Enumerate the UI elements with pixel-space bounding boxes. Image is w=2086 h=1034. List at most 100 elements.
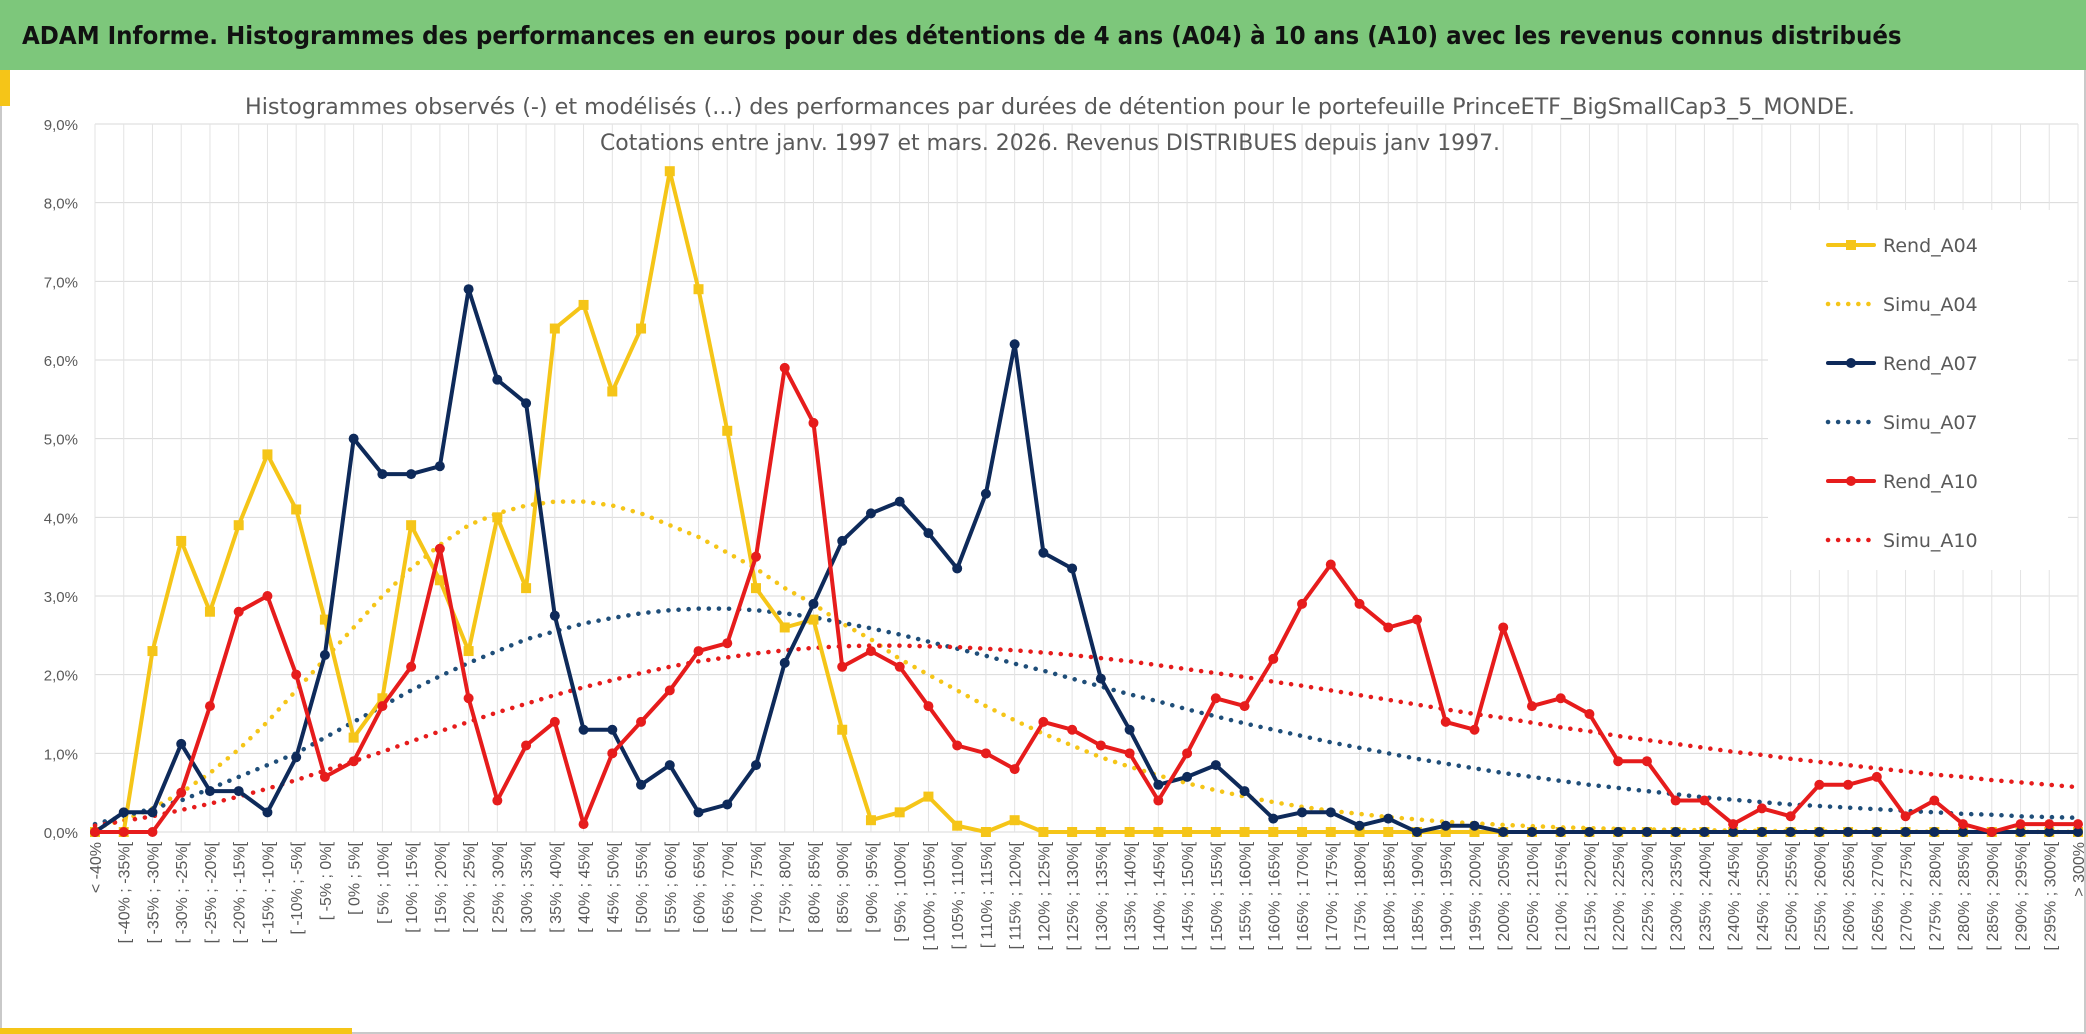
marker-Rend_A07: [262, 807, 273, 818]
marker-Rend_A10: [1469, 724, 1480, 735]
marker-Rend_A04: [291, 504, 302, 515]
series-Simu_A10: [92, 643, 2081, 828]
marker-Rend_A07: [865, 508, 876, 519]
marker-Rend_A07: [1641, 827, 1652, 837]
marker-Rend_A07: [607, 724, 618, 735]
x-tick-label: [ 85% ; 90%[: [835, 841, 852, 932]
marker-Rend_A10: [1412, 614, 1422, 625]
x-tick-label: [ 35% ; 40%[: [548, 841, 565, 932]
marker-Rend_A07: [1728, 827, 1739, 837]
x-tick-label: [ -40% ; -35%[: [117, 841, 134, 943]
marker-Rend_A07: [348, 433, 359, 444]
chart-title-line2: Cotations entre janv. 1997 et mars. 2026…: [600, 131, 1500, 156]
marker-Rend_A10: [492, 795, 503, 806]
legend-label: Rend_A07: [1883, 353, 1978, 375]
marker-Rend_A04: [1325, 827, 1336, 837]
x-tick-label: [ 175% ; 180%[: [1353, 841, 1370, 950]
marker-Rend_A07: [291, 752, 302, 763]
marker-Rend_A10: [1383, 622, 1394, 633]
y-tick-label: 0,0%: [44, 825, 78, 842]
marker-Rend_A04: [1095, 827, 1106, 837]
x-tick-label: [ 65% ; 70%[: [720, 841, 737, 932]
marker-Rend_A04: [1268, 827, 1279, 837]
marker-Rend_A07: [204, 786, 215, 797]
marker-Rend_A07: [1814, 827, 1825, 837]
marker-Rend_A04: [865, 815, 876, 826]
legend-marker: [1846, 358, 1856, 368]
marker-Rend_A04: [549, 323, 560, 334]
x-tick-label: [ -5% ; 0%[: [318, 841, 335, 920]
line-Simu_A07: [92, 606, 2081, 827]
marker-Rend_A04: [693, 284, 704, 295]
x-tick-label: [ 215% ; 220%[: [1582, 841, 1599, 950]
marker-Rend_A10: [1871, 771, 1882, 782]
marker-Rend_A07: [837, 535, 848, 546]
marker-Rend_A10: [291, 669, 302, 680]
series-Rend_A07: [90, 284, 2083, 837]
x-tick-label: [ 110% ; 115%[: [979, 841, 996, 948]
y-tick-label: 8,0%: [44, 196, 78, 213]
line-Simu_A10: [92, 643, 2081, 828]
marker-Rend_A07: [1268, 813, 1279, 824]
x-tick-label: [ 120% ; 125%[: [1036, 841, 1053, 950]
y-tick-label: 6,0%: [44, 353, 78, 370]
x-tick-label: [ 15% ; 20%[: [433, 841, 450, 932]
marker-Rend_A10: [1843, 779, 1854, 790]
marker-Rend_A07: [1699, 827, 1710, 837]
marker-Rend_A04: [319, 614, 330, 625]
marker-Rend_A10: [636, 716, 647, 727]
marker-Rend_A04: [837, 724, 848, 735]
marker-Rend_A07: [1469, 820, 1480, 831]
legend-item-Simu_A07: Simu_A07: [1825, 412, 1978, 434]
marker-Rend_A10: [1038, 716, 1049, 727]
line-Rend_A10: [93, 365, 2080, 834]
marker-Rend_A04: [607, 386, 618, 397]
x-tick-label: [ 70% ; 75%[: [749, 841, 766, 932]
marker-Rend_A04: [434, 575, 445, 586]
marker-Rend_A10: [2044, 819, 2055, 830]
marker-Rend_A04: [894, 807, 905, 818]
x-tick-label: [ 245% ; 250%[: [1755, 841, 1772, 950]
marker-Rend_A07: [722, 799, 733, 810]
marker-Rend_A07: [1153, 779, 1164, 790]
x-tick-label: [ 290% ; 295%[: [2014, 841, 2031, 950]
y-tick-label: 1,0%: [44, 746, 78, 763]
marker-Rend_A10: [1325, 559, 1336, 570]
x-tick-label: [ 20% ; 25%[: [462, 841, 479, 932]
marker-Rend_A07: [434, 461, 445, 472]
marker-Rend_A10: [837, 661, 848, 672]
marker-Rend_A04: [980, 827, 991, 837]
y-tick-label: 2,0%: [44, 668, 78, 685]
marker-Rend_A10: [1814, 779, 1825, 790]
x-tick-label: [ -25% ; -20%[: [203, 841, 220, 943]
marker-Rend_A10: [118, 827, 129, 837]
marker-Rend_A07: [1498, 827, 1509, 837]
y-axis-labels: 0,0% 1,0% 2,0% 3,0% 4,0% 5,0% 6,0% 7,0% 8,0% 9,0%: [44, 117, 78, 842]
marker-Rend_A07: [751, 760, 761, 771]
marker-Rend_A04: [1297, 827, 1308, 837]
x-tick-label: [ 155% ; 160%[: [1238, 841, 1255, 950]
x-tick-label: [ 165% ; 170%[: [1295, 841, 1312, 950]
x-tick-label: [ -20% ; -15%[: [232, 841, 249, 943]
x-tick-label: [ 150% ; 155%[: [1209, 841, 1226, 950]
x-tick-label: [ 30% ; 35%[: [519, 841, 536, 932]
marker-Rend_A04: [1182, 827, 1193, 837]
marker-Rend_A07: [1929, 827, 1940, 837]
legend-label: Simu_A07: [1883, 412, 1978, 434]
marker-Rend_A04: [1009, 815, 1020, 826]
marker-Rend_A10: [1239, 701, 1250, 712]
marker-Rend_A07: [1584, 827, 1595, 837]
marker-Rend_A07: [1009, 339, 1020, 350]
marker-Rend_A10: [1584, 709, 1595, 719]
x-tick-label: [ 260% ; 265%[: [1841, 841, 1858, 950]
marker-Rend_A10: [463, 693, 474, 704]
marker-Rend_A07: [1785, 827, 1796, 837]
marker-Rend_A07: [578, 724, 589, 735]
x-tick-label: [ 225% ; 230%[: [1640, 841, 1657, 950]
x-tick-label: [ 205% ; 210%[: [1525, 841, 1542, 950]
marker-Rend_A10: [348, 756, 359, 767]
marker-Rend_A10: [1268, 653, 1279, 664]
x-tick-label: [ 95% ; 100%[: [893, 841, 910, 941]
marker-Rend_A07: [1354, 820, 1365, 831]
marker-Rend_A07: [549, 610, 560, 621]
